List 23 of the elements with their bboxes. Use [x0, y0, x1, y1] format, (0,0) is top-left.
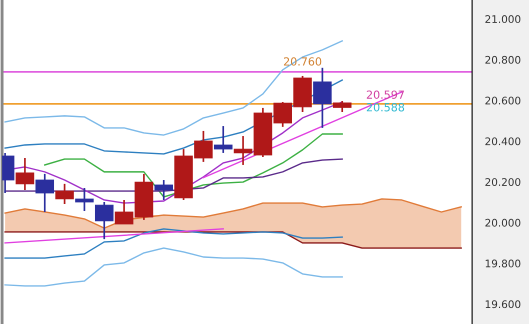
line-series — [4, 228, 343, 259]
annotation: 20.588 — [366, 103, 404, 112]
line-series — [4, 198, 462, 229]
candlestick — [16, 157, 34, 191]
y-tick-label: 19.800 — [486, 260, 520, 268]
candlestick — [35, 173, 54, 213]
y-tick-label: 21.000 — [485, 15, 520, 24]
candlestick — [214, 125, 233, 154]
y-tick-label: 20.800 — [485, 56, 520, 64]
y-tick-label: 20.000 — [485, 218, 520, 227]
y-tick-label: 19.600 — [486, 300, 520, 308]
candlestick — [313, 66, 332, 129]
y-tick-label: 20.400 — [485, 137, 520, 146]
candlestick — [332, 100, 352, 113]
line-series — [4, 247, 343, 287]
candlestick — [75, 187, 94, 212]
y-tick-label: 20.600 — [485, 96, 520, 105]
line-series — [4, 40, 343, 136]
candlestick — [154, 179, 174, 201]
candlestick — [55, 183, 74, 205]
y-tick-label: 20.200 — [485, 178, 520, 186]
line-series — [44, 133, 343, 198]
candlestick — [94, 201, 114, 240]
